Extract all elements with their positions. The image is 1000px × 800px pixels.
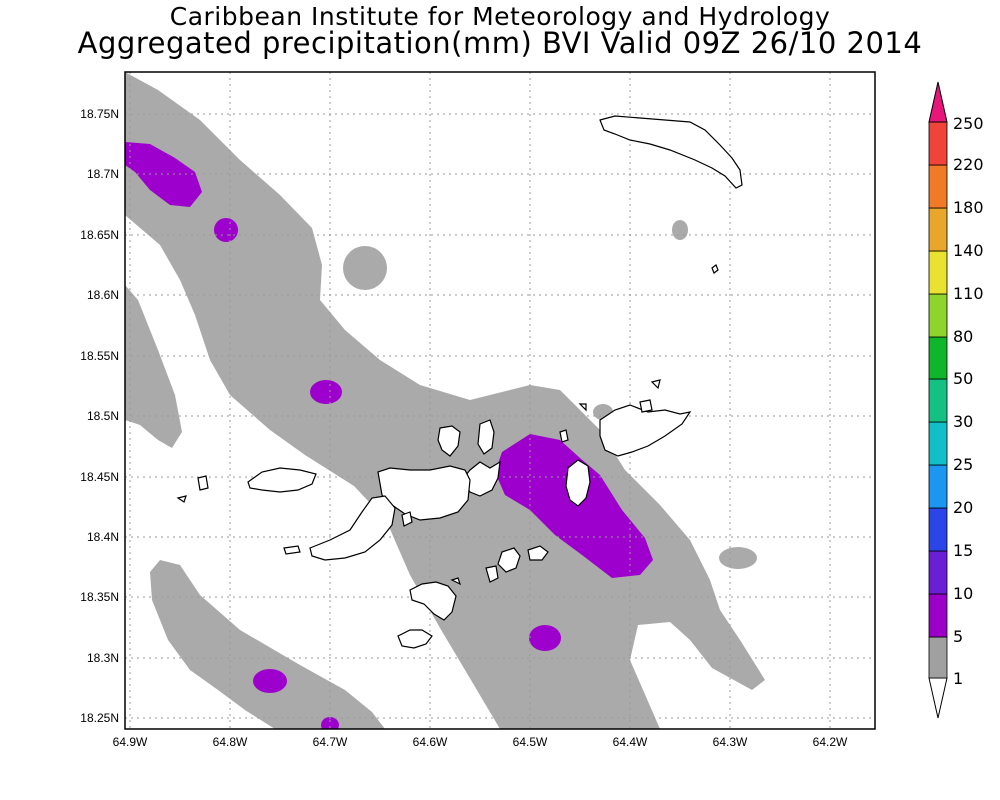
island-tiny-center xyxy=(578,403,587,412)
colorbar-label: 10 xyxy=(953,584,973,603)
precip-purple-spot-5 xyxy=(321,717,339,729)
islands-layer xyxy=(176,115,743,649)
lat-tick-label: 18.7N xyxy=(87,167,119,181)
lon-tick-label: 64.2W xyxy=(813,735,848,749)
colorbar-label: 30 xyxy=(953,412,973,431)
colorbar-label: 20 xyxy=(953,498,973,517)
island-tiny-e xyxy=(711,264,719,274)
colorbar-label: 80 xyxy=(953,327,973,346)
island-anegada xyxy=(599,115,743,189)
precip-blob-north xyxy=(343,246,387,290)
colorbar-label: 110 xyxy=(953,284,984,303)
precip-purple-northwest xyxy=(125,142,202,207)
island-jost xyxy=(477,419,495,455)
lat-tick-label: 18.75N xyxy=(80,107,119,121)
colorbar-segment xyxy=(928,336,948,380)
lat-axis: 18.75N 18.7N 18.65N 18.6N 18.55N 18.5N 1… xyxy=(80,107,119,725)
colorbar-segment xyxy=(928,207,948,252)
chart-subtitle: Aggregated precipitation(mm) BVI Valid 0… xyxy=(77,26,923,60)
colorbar-segment xyxy=(928,121,948,166)
map-area xyxy=(125,72,875,729)
lat-tick-label: 18.35N xyxy=(80,590,119,604)
colorbar-label: 25 xyxy=(953,455,973,474)
chart-title: Caribbean Institute for Meteorology and … xyxy=(169,2,831,31)
lat-tick-label: 18.5N xyxy=(87,409,119,423)
precip-purple-layer xyxy=(125,142,653,729)
island-small-mid xyxy=(497,547,521,573)
island-main-west xyxy=(377,465,471,521)
colorbar-segment xyxy=(928,250,948,295)
lat-tick-label: 18.45N xyxy=(80,470,119,484)
lat-tick-label: 18.4N xyxy=(87,530,119,544)
island-virgingorda xyxy=(599,404,692,457)
colorbar-segment xyxy=(928,550,948,595)
lat-tick-label: 18.6N xyxy=(87,288,119,302)
lon-tick-label: 64.6W xyxy=(413,735,448,749)
island-westcay xyxy=(247,467,317,493)
lat-tick-label: 18.3N xyxy=(87,651,119,665)
colorbar-label: 15 xyxy=(953,541,973,560)
colorbar-segment xyxy=(928,593,948,638)
precip-purple-spot-3 xyxy=(529,625,561,651)
lon-tick-label: 64.7W xyxy=(313,735,348,749)
island-small-west xyxy=(197,475,209,491)
lon-tick-label: 64.8W xyxy=(213,735,248,749)
colorbar-label: 50 xyxy=(953,369,973,388)
island-tiny-ne xyxy=(650,379,661,390)
island-culebra xyxy=(409,581,457,621)
colorbar-top-triangle xyxy=(928,81,948,123)
island-small-mid2 xyxy=(527,545,549,561)
island-tiny-c2 xyxy=(559,429,569,443)
island-small-mid3 xyxy=(485,565,499,583)
lat-tick-label: 18.25N xyxy=(80,711,119,725)
colorbar-label: 180 xyxy=(953,198,984,217)
colorbar-segment xyxy=(928,164,948,209)
lon-tick-label: 64.5W xyxy=(513,735,548,749)
map-frame xyxy=(124,71,876,730)
colorbar-segment xyxy=(928,421,948,466)
colorbar-label: 1 xyxy=(953,669,963,688)
island-tiny-west xyxy=(176,495,187,503)
island-stjohn xyxy=(437,425,461,457)
precip-purple-spot-2 xyxy=(310,380,342,404)
lat-tick-label: 18.65N xyxy=(80,228,119,242)
island-small-south xyxy=(397,629,433,649)
colorbar-bottom-triangle xyxy=(928,677,948,719)
island-tiny-sw xyxy=(283,545,301,555)
colorbar-label: 250 xyxy=(953,114,984,133)
island-tiny-s xyxy=(450,577,462,586)
lon-tick-label: 64.9W xyxy=(113,735,148,749)
island-small-east xyxy=(565,459,591,507)
island-tiny-ne2 xyxy=(639,399,653,413)
colorbar-label: 5 xyxy=(953,627,963,646)
island-tiny-w2 xyxy=(401,511,413,527)
colorbar-segment xyxy=(928,378,948,423)
precip-purple-core xyxy=(495,434,653,578)
colorbar-label: 220 xyxy=(953,155,984,174)
island-stthomas xyxy=(309,495,396,561)
lon-tick-label: 64.3W xyxy=(713,735,748,749)
precip-blob-northeast xyxy=(672,220,688,240)
lon-axis: 64.9W 64.8W 64.7W 64.6W 64.5W 64.4W 64.3… xyxy=(113,735,848,749)
colorbar-segment xyxy=(928,464,948,509)
colorbar-segment xyxy=(928,507,948,552)
precip-purple-spot-1 xyxy=(214,218,238,242)
precip-blob-east xyxy=(719,547,757,569)
precip-purple-spot-4 xyxy=(253,669,287,693)
colorbar-segment xyxy=(928,293,948,338)
precip-west-strip xyxy=(125,285,182,448)
precip-southwest-band xyxy=(150,560,385,729)
lon-tick-label: 64.4W xyxy=(613,735,648,749)
colorbar-segment xyxy=(928,636,948,679)
lat-tick-label: 18.55N xyxy=(80,349,119,363)
colorbar-label: 140 xyxy=(953,241,984,260)
colorbar: 1 5 10 15 20 25 30 50 80 110 140 180 220… xyxy=(928,81,984,719)
